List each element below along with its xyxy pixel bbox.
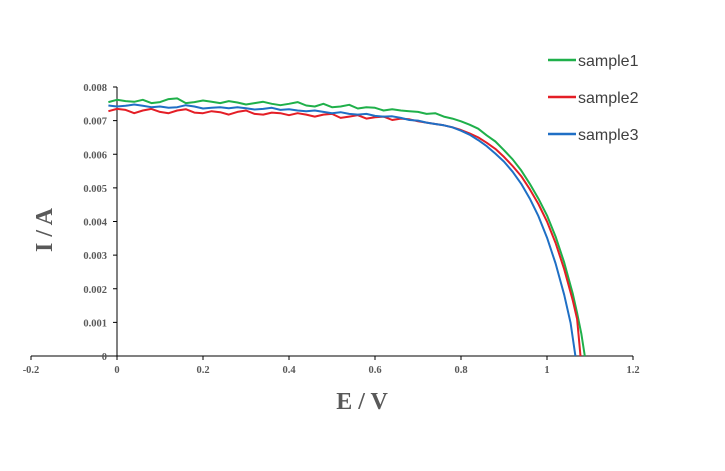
series-line-sample1 — [108, 97, 586, 357]
y-tick-label: 0.008 — [83, 83, 107, 94]
x-tick-label: 0.4 — [282, 365, 296, 376]
legend-label-sample3: sample3 — [578, 127, 639, 144]
legend-label-sample2: sample2 — [578, 90, 639, 107]
x-tick-label: -0.2 — [23, 365, 40, 376]
y-tick-label: 0.001 — [83, 318, 107, 329]
y-axis-ticks: 0 0.001 0.002 0.003 0.004 0.005 0.006 0.007 0.00… — [83, 83, 117, 363]
x-axis-title: E / V — [336, 389, 388, 415]
y-axis-title: I / A — [32, 207, 58, 252]
x-tick-label: 0.6 — [368, 365, 381, 376]
x-tick-label: 0.8 — [454, 365, 467, 376]
x-tick-label: 1 — [544, 365, 549, 376]
y-tick-label: 0.005 — [83, 184, 107, 195]
y-tick-label: 0 — [102, 352, 107, 363]
y-tick-label: 0.003 — [83, 251, 107, 262]
y-tick-label: 0.002 — [83, 285, 107, 296]
x-tick-label: 1.2 — [626, 365, 639, 376]
x-tick-label: 0.2 — [196, 365, 209, 376]
x-axis-ticks: -0.2 0 0.2 0.4 0.6 0.8 1 1.2 — [23, 356, 640, 376]
series-line-sample2 — [108, 107, 582, 357]
y-tick-label: 0.006 — [83, 150, 107, 161]
y-tick-label: 0.007 — [83, 117, 107, 128]
legend: sample1 sample2 sample3 — [548, 53, 639, 144]
x-tick-label: 0 — [114, 365, 119, 376]
legend-label-sample1: sample1 — [578, 53, 639, 70]
axes: -0.2 0 0.2 0.4 0.6 0.8 1 1.2 0 0.001 0.002 0.003 0.… — [23, 83, 640, 376]
y-tick-label: 0.004 — [83, 218, 107, 229]
series-lines — [108, 97, 586, 357]
series-line-sample3 — [108, 103, 577, 357]
